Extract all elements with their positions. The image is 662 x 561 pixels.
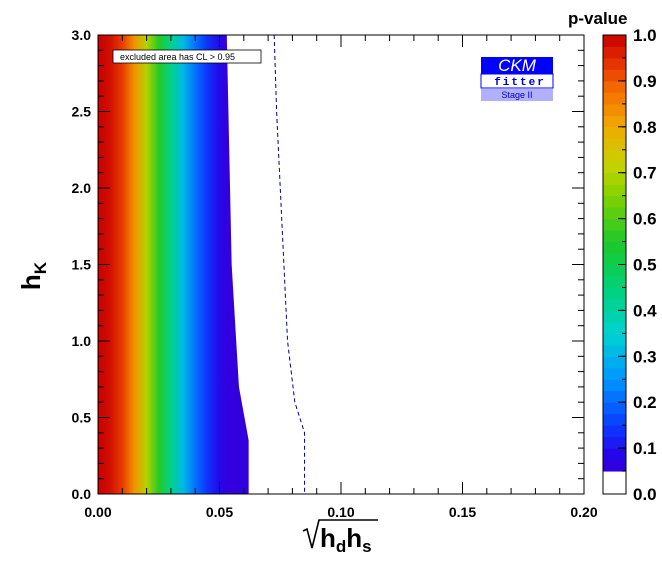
svg-text:hdhs: hdhs	[320, 523, 372, 556]
y-axis-title: hK	[16, 261, 50, 290]
colorbar-band	[603, 310, 626, 323]
y-tick-label: 0.0	[72, 486, 92, 502]
y-title-h: h	[16, 274, 46, 290]
y-tick-label: 2.5	[72, 104, 92, 120]
legend-text: excluded area has CL > 0.95	[120, 52, 235, 62]
colorbar-tick-label: 0.9	[633, 72, 657, 91]
colorbar-band	[603, 436, 626, 449]
x-tick-label: 0.20	[570, 504, 597, 520]
colorbar-band	[603, 253, 626, 265]
colorbar-tick-label: 0.5	[633, 256, 657, 275]
legend-box	[112, 49, 262, 64]
colorbar-band	[603, 138, 626, 151]
x-axis-title: hdhs	[302, 519, 378, 556]
colorbar-band	[603, 149, 626, 162]
y-axis-ticks: 0.0 0.5 1.0 1.5 2.0 2.5 3.0	[72, 27, 584, 502]
svg-text:hK: hK	[16, 261, 50, 290]
x-tick-label: 0.00	[84, 504, 111, 520]
colorbar-band	[603, 287, 626, 300]
x-title-h2: h	[346, 523, 362, 553]
colorbar-band	[603, 92, 626, 105]
allowed-region-fill	[98, 35, 249, 494]
colorbar-band	[603, 207, 626, 220]
colorbar-band	[603, 184, 626, 197]
colorbar-band	[603, 448, 626, 461]
legend: excluded area has CL > 0.95	[112, 49, 262, 64]
colorbar-band	[603, 161, 626, 174]
colorbar-band	[603, 402, 626, 415]
colorbar-tick-label: 0.3	[633, 347, 657, 366]
y-tick-label: 1.0	[72, 333, 92, 349]
colorbar-band	[603, 333, 626, 346]
colorbar-band	[603, 356, 626, 369]
x-tick-label: 0.10	[327, 504, 354, 520]
colorbar-band	[603, 230, 626, 243]
colorbar-band	[603, 425, 626, 438]
colorbar-band	[603, 471, 626, 484]
colorbar-tick-label: 0.0	[633, 485, 657, 504]
colorbar-band	[603, 103, 626, 116]
sqrt-sign	[302, 519, 378, 549]
ckmfitter-logo: CKM fitter Stage II	[480, 56, 554, 101]
colorbar-band	[603, 379, 626, 392]
colorbar-title: p-value	[568, 9, 628, 28]
colorbar-tick-label: 0.1	[633, 439, 657, 458]
colorbar-band	[603, 321, 626, 334]
x-title-sub-s: s	[362, 537, 371, 556]
colorbar-band	[603, 126, 626, 139]
colorbar-band	[603, 172, 626, 185]
colorbar-tick-label: 0.8	[633, 118, 657, 137]
x-tick-label: 0.15	[449, 504, 476, 520]
colorbar-band	[603, 115, 626, 128]
y-tick-label: 2.0	[72, 180, 92, 196]
colorbar-band	[603, 218, 626, 231]
y-tick-label: 3.0	[72, 27, 92, 43]
colorbar-band	[603, 275, 626, 288]
colorbar-band	[603, 195, 626, 208]
colorbar-band	[603, 80, 626, 93]
logo-ckm-text: CKM	[498, 56, 537, 75]
colorbar-band	[603, 298, 626, 311]
logo-stage-text: Stage II	[501, 90, 532, 100]
colorbar-band	[603, 344, 626, 357]
colorbar-band	[603, 69, 626, 82]
colorbar-band	[603, 264, 626, 277]
y-tick-label: 1.5	[72, 257, 92, 273]
colorbar-band	[603, 459, 626, 472]
colorbar-band	[603, 46, 626, 59]
colorbar-tick-label: 0.6	[633, 210, 657, 229]
logo-fitter-text: fitter	[494, 77, 546, 89]
colorbar-tick-label: 0.7	[633, 164, 657, 183]
colorbar-tick-label: 1.0	[633, 26, 657, 45]
colorbar-band	[603, 390, 626, 403]
x-axis-ticks: 0.00 0.05 0.10 0.15 0.20	[84, 35, 598, 520]
colorbar-band	[603, 367, 626, 380]
colorbar-band	[603, 413, 626, 426]
colorbar-tick-label: 0.2	[633, 393, 657, 412]
dashed-contour-line	[273, 34, 306, 494]
y-tick-label: 0.5	[72, 410, 92, 426]
x-tick-label: 0.05	[206, 504, 233, 520]
colorbar-band	[603, 35, 626, 47]
heatmap-region	[98, 35, 249, 494]
x-title-sub-d: d	[336, 537, 346, 556]
colorbar: 0.0 0.1 0.2 0.3 0.4 0.5 0.6 0.7 0.8 0.9 1.0	[602, 26, 657, 504]
y-title-sub-k: K	[31, 261, 50, 274]
colorbar-band	[603, 241, 626, 254]
colorbar-tick-label: 0.4	[633, 301, 657, 320]
colorbar-band	[603, 482, 626, 495]
colorbar-band	[603, 57, 626, 70]
x-title-h1: h	[320, 523, 336, 553]
